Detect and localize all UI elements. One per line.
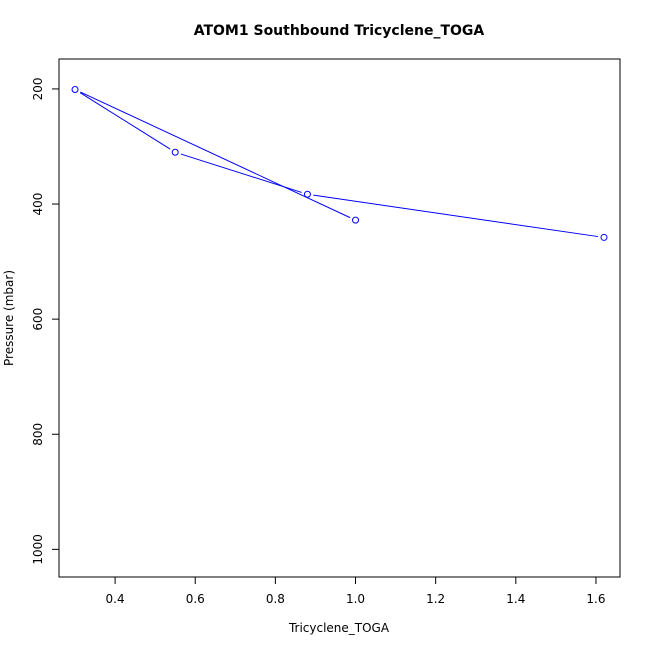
x-axis-label: Tricyclene_TOGA: [288, 621, 390, 635]
series-layer: [71, 86, 608, 241]
data-point: [303, 190, 311, 198]
y-tick-label: 200: [31, 77, 45, 100]
data-point: [600, 233, 608, 241]
series-line-segment: [80, 91, 351, 219]
data-point: [71, 86, 79, 94]
series-line-segment: [180, 153, 302, 193]
y-tick-label: 800: [31, 423, 45, 446]
x-tick-label: 0.4: [106, 592, 125, 606]
plot-frame: [58, 58, 621, 578]
x-axis: 0.4 0.6 0.8 1.0 1.2 1.4 1.6: [106, 577, 606, 606]
x-tick-label: 0.8: [266, 592, 285, 606]
x-tick-label: 1.2: [426, 592, 445, 606]
x-tick-label: 1.0: [346, 592, 365, 606]
y-axis: 200 400 600 800 1000: [31, 77, 59, 565]
x-tick-label: 1.6: [586, 592, 605, 606]
data-point: [171, 148, 179, 156]
y-tick-label: 1000: [31, 534, 45, 565]
y-tick-label: 600: [31, 308, 45, 331]
data-point: [352, 216, 360, 224]
x-tick-label: 1.4: [506, 592, 525, 606]
y-axis-label: Pressure (mbar): [2, 270, 16, 366]
x-tick-label: 0.6: [186, 592, 205, 606]
series-line-segment: [79, 92, 171, 150]
y-tick-label: 400: [31, 193, 45, 216]
series-line-segment: [313, 194, 599, 238]
chart-title: ATOM1 Southbound Tricyclene_TOGA: [194, 23, 485, 39]
